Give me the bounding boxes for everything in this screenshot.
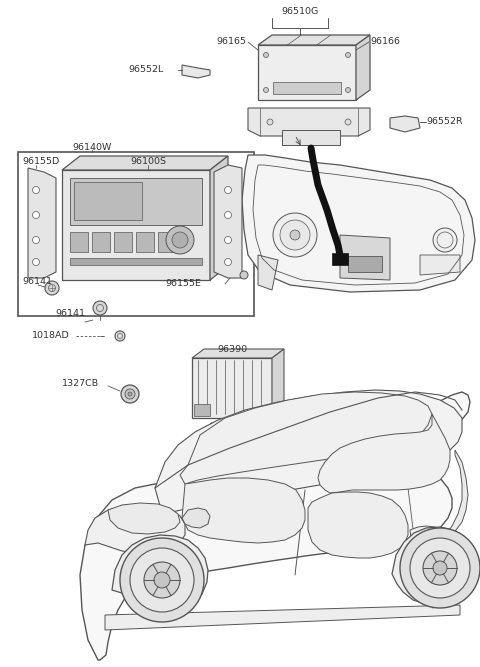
Circle shape: [410, 538, 470, 598]
Polygon shape: [62, 170, 210, 280]
Text: 96140W: 96140W: [72, 143, 112, 151]
Text: 96155D: 96155D: [22, 157, 59, 167]
Circle shape: [121, 385, 139, 403]
Circle shape: [45, 281, 59, 295]
Polygon shape: [272, 349, 284, 418]
Polygon shape: [182, 478, 305, 543]
Circle shape: [273, 213, 317, 257]
Circle shape: [290, 230, 300, 240]
Polygon shape: [340, 235, 390, 280]
Polygon shape: [420, 255, 460, 275]
Circle shape: [264, 53, 268, 57]
Polygon shape: [332, 253, 348, 265]
Circle shape: [433, 561, 447, 575]
Bar: [18, 152, 254, 316]
Text: 96165: 96165: [216, 37, 246, 47]
Polygon shape: [258, 45, 356, 100]
Circle shape: [144, 562, 180, 598]
Polygon shape: [392, 527, 474, 604]
Circle shape: [280, 220, 310, 250]
Polygon shape: [70, 232, 88, 252]
Polygon shape: [70, 178, 202, 225]
Polygon shape: [192, 358, 272, 418]
Polygon shape: [356, 35, 370, 100]
Circle shape: [33, 187, 39, 193]
Circle shape: [225, 187, 231, 193]
Polygon shape: [92, 232, 110, 252]
Circle shape: [33, 211, 39, 219]
Polygon shape: [112, 535, 208, 612]
Circle shape: [264, 87, 268, 93]
Circle shape: [128, 392, 132, 396]
Polygon shape: [214, 165, 242, 278]
Circle shape: [400, 528, 480, 608]
Text: 1327CB: 1327CB: [62, 380, 99, 388]
Polygon shape: [74, 182, 142, 220]
Circle shape: [423, 551, 457, 585]
Circle shape: [433, 228, 457, 252]
Circle shape: [346, 53, 350, 57]
Text: 96390: 96390: [217, 346, 247, 354]
Polygon shape: [135, 390, 462, 584]
Text: 96155E: 96155E: [165, 279, 201, 289]
Circle shape: [33, 259, 39, 265]
Polygon shape: [308, 492, 408, 558]
Polygon shape: [108, 503, 180, 534]
Polygon shape: [410, 526, 454, 582]
Polygon shape: [258, 255, 278, 290]
Circle shape: [225, 211, 231, 219]
Polygon shape: [182, 65, 210, 78]
Polygon shape: [180, 392, 432, 484]
Polygon shape: [136, 232, 154, 252]
FancyArrowPatch shape: [219, 472, 230, 502]
Circle shape: [154, 572, 170, 588]
Polygon shape: [158, 232, 176, 252]
Polygon shape: [70, 258, 202, 265]
Text: 96141: 96141: [55, 309, 85, 319]
Circle shape: [267, 119, 273, 125]
Circle shape: [120, 538, 204, 622]
Polygon shape: [273, 82, 341, 94]
Circle shape: [346, 87, 350, 93]
Circle shape: [115, 331, 125, 341]
Polygon shape: [105, 605, 460, 630]
Circle shape: [240, 271, 248, 279]
Polygon shape: [248, 108, 370, 136]
Polygon shape: [182, 508, 210, 528]
Polygon shape: [348, 256, 382, 272]
Circle shape: [225, 259, 231, 265]
Text: 96141: 96141: [22, 277, 52, 287]
Polygon shape: [192, 349, 284, 358]
Circle shape: [125, 389, 135, 399]
Polygon shape: [242, 155, 475, 292]
Circle shape: [345, 119, 351, 125]
Circle shape: [225, 237, 231, 243]
Polygon shape: [210, 156, 228, 280]
Polygon shape: [432, 450, 468, 608]
Polygon shape: [194, 404, 210, 416]
Polygon shape: [282, 130, 340, 145]
Circle shape: [172, 232, 188, 248]
Circle shape: [33, 237, 39, 243]
Polygon shape: [28, 168, 56, 278]
Text: 96552R: 96552R: [426, 117, 463, 127]
Circle shape: [166, 226, 194, 254]
Text: 96100S: 96100S: [130, 157, 166, 167]
Polygon shape: [258, 35, 370, 45]
Polygon shape: [114, 232, 132, 252]
Text: 1018AD: 1018AD: [32, 331, 70, 340]
FancyArrowPatch shape: [212, 424, 225, 464]
Polygon shape: [85, 505, 185, 553]
Polygon shape: [318, 414, 450, 493]
Polygon shape: [62, 156, 228, 170]
Polygon shape: [390, 116, 420, 132]
Text: 96552L: 96552L: [128, 65, 163, 75]
Polygon shape: [80, 392, 470, 660]
Text: 96510G: 96510G: [281, 7, 319, 17]
Circle shape: [93, 301, 107, 315]
Text: 96166: 96166: [370, 37, 400, 47]
Circle shape: [130, 548, 194, 612]
